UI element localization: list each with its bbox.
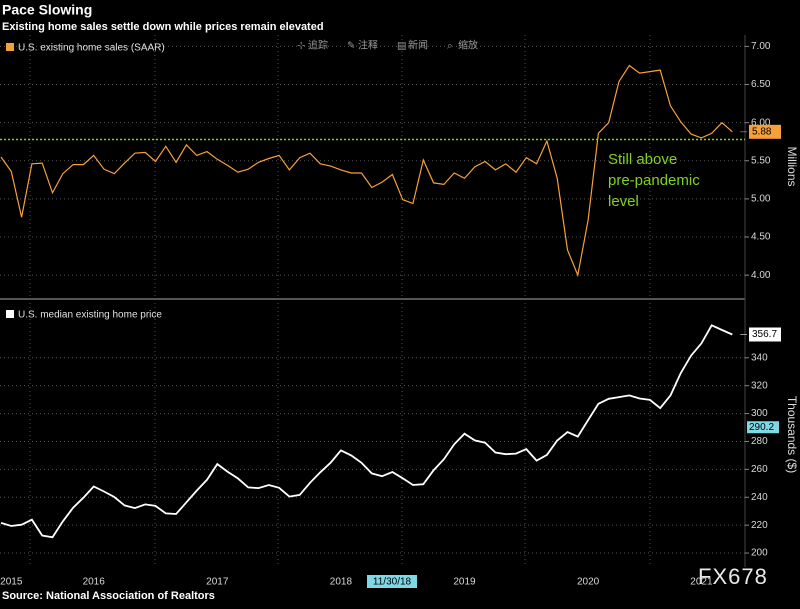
legend-label: U.S. existing home sales (SAAR) <box>18 43 165 54</box>
y-tick-label: 6.00 <box>751 117 771 128</box>
data-line <box>0 324 733 539</box>
legend-swatch <box>6 43 14 51</box>
title: Pace Slowing <box>2 2 92 18</box>
marker-box <box>747 421 779 434</box>
legend-swatch <box>6 310 14 318</box>
cursor-label: 11/30/18 <box>373 577 412 588</box>
y-tick-label: 240 <box>751 492 768 503</box>
y-tick-label: 5.50 <box>751 155 771 166</box>
cursor-box <box>367 575 417 588</box>
y-axis-title: Millions <box>785 146 799 186</box>
y-tick-label: 6.50 <box>751 79 771 90</box>
x-tick-label: 2018 <box>330 577 353 588</box>
subtitle: Existing home sales settle down while pr… <box>2 21 324 33</box>
toolbar-icon: ⌕ <box>447 41 453 52</box>
y-tick-label: 7.00 <box>751 41 771 52</box>
y-tick-label: 320 <box>751 380 768 391</box>
toolbar-icon: ▤ <box>397 41 406 52</box>
toolbar-zoom[interactable]: 缩放 <box>458 39 478 52</box>
last-value-label: 356.7 <box>752 329 777 340</box>
toolbar-icon: ✎ <box>347 41 355 52</box>
toolbar-icon: ⊹ <box>297 41 305 52</box>
y-tick-label: 4.50 <box>751 232 771 243</box>
y-tick-label: 300 <box>751 408 768 419</box>
x-tick-label: 2021 <box>690 577 713 588</box>
y-tick-label: 4.00 <box>751 270 771 281</box>
x-tick-label: 2017 <box>206 577 229 588</box>
x-tick-label: 2019 <box>453 577 476 588</box>
toolbar-track[interactable]: 追踪 <box>308 39 328 52</box>
last-value-label: 5.88 <box>752 126 772 137</box>
y-tick-label: 280 <box>751 436 768 447</box>
y-tick-label: 200 <box>751 548 768 559</box>
x-tick-label: 2016 <box>83 577 106 588</box>
watermark: FX678 <box>698 564 768 589</box>
y-tick-label: 340 <box>751 352 768 363</box>
x-tick-label: 2020 <box>577 577 600 588</box>
annotation: pre-pandemic <box>608 172 700 189</box>
toolbar[interactable]: 追踪 注释 新闻 缩放 <box>308 39 478 52</box>
legend-label: U.S. median existing home price <box>18 310 162 321</box>
x-tick-label: 2015 <box>0 577 23 588</box>
last-value-box <box>749 124 781 139</box>
y-axis-title: Thousands ($) <box>785 396 799 473</box>
source: Source: National Association of Realtors <box>2 590 215 602</box>
y-tick-label: 5.00 <box>751 194 771 205</box>
toolbar-news[interactable]: 新闻 <box>408 39 428 52</box>
annotation: Still above <box>608 151 677 168</box>
toolbar-notes[interactable]: 注释 <box>358 39 378 52</box>
y-tick-label: 260 <box>751 464 768 475</box>
data-line <box>0 64 733 278</box>
marker-label: 290.2 <box>749 422 774 433</box>
annotation: level <box>608 193 639 210</box>
last-value-box <box>749 327 781 342</box>
y-tick-label: 220 <box>751 520 768 531</box>
